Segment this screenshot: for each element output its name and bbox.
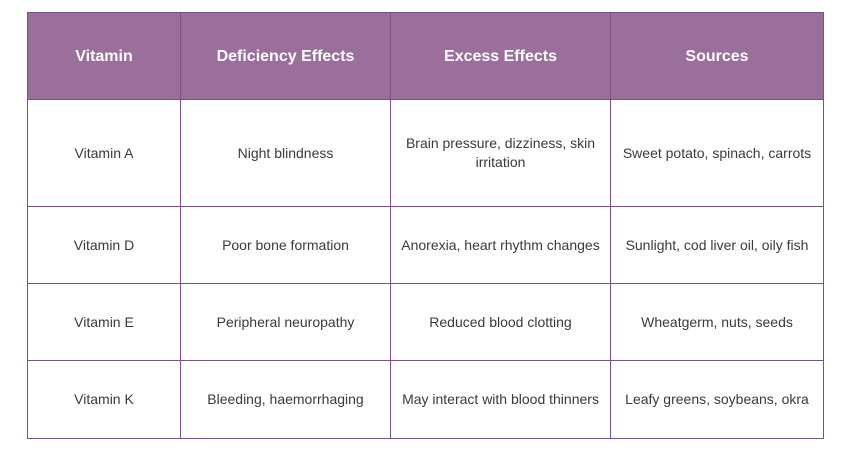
cell-deficiency: Peripheral neuropathy — [180, 283, 391, 361]
cell-vitamin: Vitamin K — [27, 360, 181, 439]
cell-deficiency: Night blindness — [180, 99, 391, 207]
header-sources: Sources — [610, 12, 824, 100]
cell-vitamin: Vitamin A — [27, 99, 181, 207]
vitamin-table: Vitamin Deficiency Effects Excess Effect… — [27, 12, 824, 439]
cell-excess: Brain pressure, dizziness, skin irritati… — [390, 99, 611, 207]
table-row: Vitamin D Poor bone formation Anorexia, he… — [27, 206, 824, 284]
cell-excess: May interact with blood thinners — [390, 360, 611, 439]
table-row: Vitamin A Night blindness Brain pressure, … — [27, 99, 824, 207]
header-excess: Excess Effects — [390, 12, 611, 100]
cell-sources: Sunlight, cod liver oil, oily fish — [610, 206, 824, 284]
cell-excess: Anorexia, heart rhythm changes — [390, 206, 611, 284]
cell-excess: Reduced blood clotting — [390, 283, 611, 361]
cell-vitamin: Vitamin E — [27, 283, 181, 361]
cell-sources: Leafy greens, soybeans, okra — [610, 360, 824, 439]
cell-vitamin: Vitamin D — [27, 206, 181, 284]
header-deficiency: Deficiency Effects — [180, 12, 391, 100]
cell-deficiency: Bleeding, haemorrhaging — [180, 360, 391, 439]
table-row: Vitamin K Bleeding, haemorrhaging May inte… — [27, 360, 824, 439]
cell-sources: Wheatgerm, nuts, seeds — [610, 283, 824, 361]
table-row: Vitamin E Peripheral neuropathy Reduced bl… — [27, 283, 824, 361]
header-row: Vitamin Deficiency Effects Excess Effect… — [27, 12, 824, 100]
cell-deficiency: Poor bone formation — [180, 206, 391, 284]
cell-sources: Sweet potato, spinach, carrots — [610, 99, 824, 207]
header-vitamin: Vitamin — [27, 12, 181, 100]
